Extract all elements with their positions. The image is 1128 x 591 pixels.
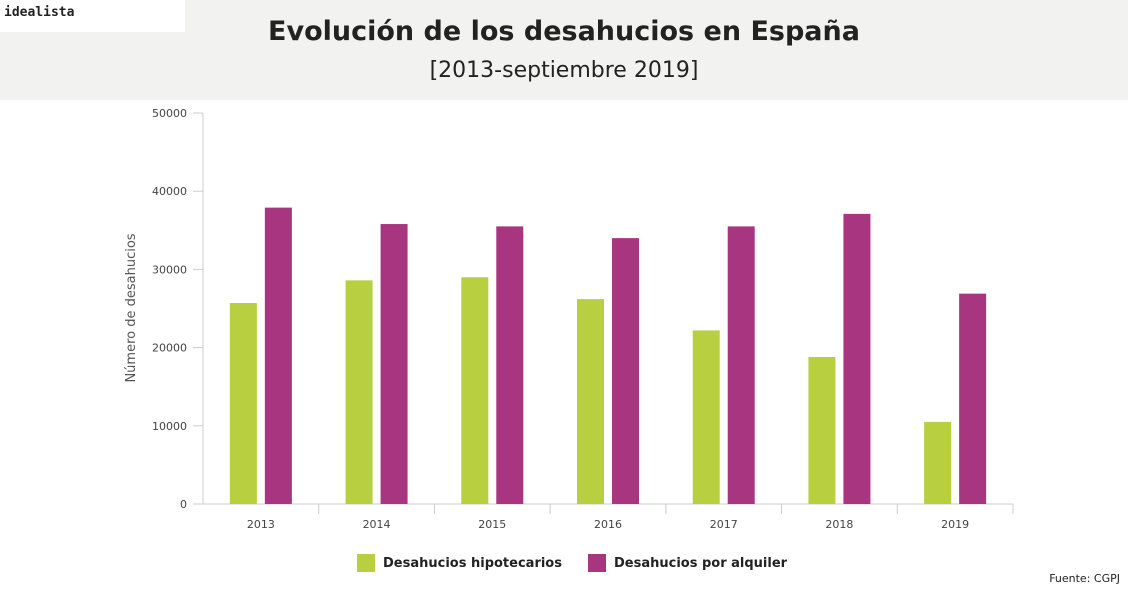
legend-swatch — [357, 554, 375, 572]
legend-item-alquiler: Desahucios por alquiler — [587, 554, 788, 572]
legend-label: Desahucios hipotecarios — [383, 555, 562, 571]
bar-hipotecarios-2016 — [577, 299, 604, 504]
legend: Desahucios hipotecarios Desahucios por a… — [357, 554, 787, 572]
x-tick-label: 2014 — [363, 518, 391, 531]
source-note: Fuente: CGPJ — [1049, 572, 1120, 585]
bar-alquiler-2013 — [264, 207, 292, 504]
chart-subtitle: [2013-septiembre 2019] — [429, 58, 699, 83]
y-tick-label: 0 — [180, 498, 187, 511]
header-band — [0, 0, 1128, 100]
y-tick-label: 30000 — [152, 263, 187, 276]
bar-alquiler-2014 — [380, 224, 408, 504]
bar-hipotecarios-2017 — [692, 330, 720, 504]
logo-area: idealista — [0, 0, 185, 32]
x-tick-label: 2016 — [594, 518, 622, 531]
brand-logo: idealista — [4, 5, 75, 20]
y-tick-label: 20000 — [152, 342, 187, 355]
bar-hipotecarios-2019 — [924, 421, 952, 504]
bar-alquiler-2019 — [959, 293, 987, 504]
x-tick-label: 2015 — [478, 518, 506, 531]
y-tick-label: 40000 — [152, 185, 187, 198]
chart-title: Evolución de los desahucios en España — [268, 16, 860, 47]
legend-item-hipotecarios: Desahucios hipotecarios — [357, 554, 562, 572]
x-tick-label: 2017 — [710, 518, 738, 531]
y-axis-label: Número de desahucios — [124, 233, 139, 382]
y-tick-label: 50000 — [152, 107, 187, 120]
bar-alquiler-2017 — [727, 226, 755, 504]
y-tick-label: 10000 — [152, 420, 187, 433]
x-tick-label: 2013 — [247, 518, 275, 531]
bar-hipotecarios-2018 — [808, 356, 836, 504]
bar-hipotecarios-2015 — [461, 277, 489, 504]
bar-hipotecarios-2013 — [229, 303, 257, 504]
bar-alquiler-2015 — [496, 226, 524, 504]
bar-alquiler-2018 — [843, 213, 871, 505]
bar-alquiler-2016 — [612, 238, 639, 504]
bar-hipotecarios-2014 — [345, 280, 373, 504]
legend-label: Desahucios por alquiler — [613, 555, 788, 571]
x-tick-label: 2018 — [825, 518, 853, 531]
x-tick-label: 2019 — [941, 518, 969, 531]
legend-swatch — [587, 554, 606, 572]
